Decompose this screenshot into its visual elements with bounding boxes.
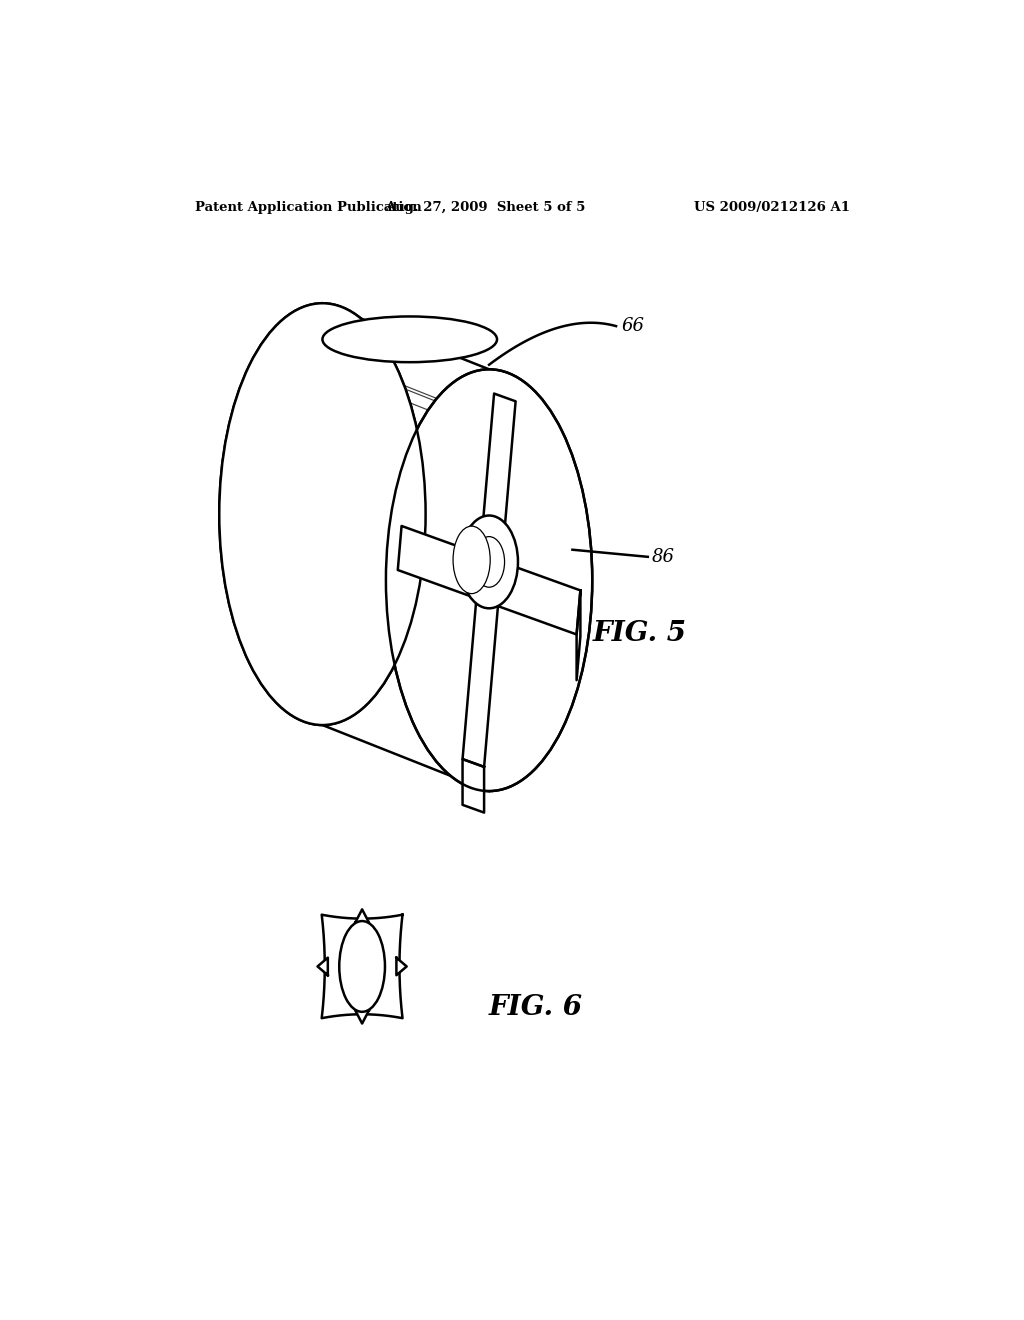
Polygon shape: [487, 558, 581, 635]
Polygon shape: [577, 590, 581, 680]
Polygon shape: [463, 577, 500, 767]
Ellipse shape: [453, 527, 490, 594]
Ellipse shape: [323, 317, 497, 362]
Text: FIG. 6: FIG. 6: [489, 994, 583, 1020]
Ellipse shape: [219, 304, 426, 725]
Polygon shape: [478, 393, 516, 583]
Ellipse shape: [339, 921, 385, 1012]
Polygon shape: [355, 1010, 369, 1023]
Polygon shape: [317, 957, 328, 975]
Text: 86: 86: [652, 548, 675, 566]
Polygon shape: [463, 759, 484, 813]
Ellipse shape: [219, 304, 426, 725]
Text: Aug. 27, 2009  Sheet 5 of 5: Aug. 27, 2009 Sheet 5 of 5: [385, 201, 586, 214]
Text: US 2009/0212126 A1: US 2009/0212126 A1: [694, 201, 850, 214]
Polygon shape: [396, 957, 407, 975]
Ellipse shape: [386, 370, 592, 791]
Text: Patent Application Publication: Patent Application Publication: [196, 201, 422, 214]
Polygon shape: [397, 525, 490, 602]
Text: 66: 66: [622, 317, 645, 335]
Polygon shape: [322, 915, 402, 1018]
Ellipse shape: [460, 516, 518, 609]
Polygon shape: [323, 304, 489, 791]
Text: FIG. 5: FIG. 5: [592, 619, 686, 647]
Polygon shape: [355, 909, 369, 923]
Ellipse shape: [474, 537, 505, 587]
